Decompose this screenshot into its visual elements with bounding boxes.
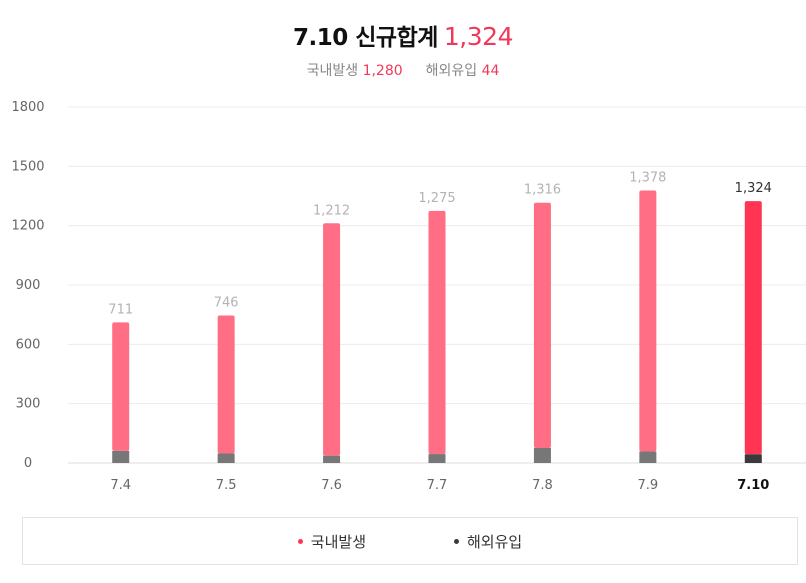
domestic-label: 국내발생 bbox=[306, 63, 359, 79]
x-tick-label: 7.4 bbox=[110, 478, 131, 493]
y-tick-label: 1200 bbox=[11, 219, 44, 234]
chart-subtitle: 국내발생 1,280 해외유입 44 bbox=[0, 60, 806, 80]
x-tick-label: 7.9 bbox=[638, 478, 659, 493]
chart-header: 7.10 신규합계 1,324 국내발생 1,280 해외유입 44 bbox=[0, 18, 806, 80]
data-label: 1,324 bbox=[735, 181, 772, 196]
bar-domestic bbox=[323, 223, 341, 456]
x-tick-label: 7.8 bbox=[532, 478, 553, 493]
bar-overseas bbox=[428, 454, 446, 463]
bar-domestic bbox=[112, 322, 130, 451]
legend-dot-overseas bbox=[454, 538, 459, 544]
y-tick-label: 0 bbox=[24, 456, 32, 471]
x-tick-label: 7.6 bbox=[321, 478, 342, 493]
bar-domestic bbox=[744, 201, 762, 455]
legend-item-domestic[interactable]: 국내발생 bbox=[297, 531, 366, 552]
y-tick-label: 300 bbox=[16, 397, 41, 412]
bar-domestic bbox=[639, 190, 657, 452]
legend-dot-domestic bbox=[297, 538, 303, 544]
y-tick-label: 600 bbox=[16, 337, 41, 352]
data-label: 1,275 bbox=[418, 191, 455, 206]
chart-title: 7.10 신규합계 1,324 bbox=[0, 18, 806, 52]
x-tick-label: 7.5 bbox=[216, 478, 237, 493]
domestic-value: 1,280 bbox=[362, 63, 403, 79]
bar-overseas bbox=[323, 455, 341, 463]
data-label: 746 bbox=[214, 295, 239, 310]
bar-domestic bbox=[217, 315, 235, 454]
y-tick-label: 1500 bbox=[11, 159, 44, 174]
title-date-label: 7.10 신규합계 bbox=[293, 25, 438, 51]
bar-chart: 0 300 600 900 1200 1500 1800 711 7.4 746 7.5 1,212 7… bbox=[11, 100, 806, 493]
legend-item-overseas[interactable]: 해외유입 bbox=[454, 531, 522, 552]
title-total-value: 1,324 bbox=[443, 22, 514, 51]
legend-label-overseas: 해외유입 bbox=[467, 532, 523, 551]
bar-overseas bbox=[639, 451, 657, 463]
legend-label-domestic: 국내발생 bbox=[310, 532, 366, 551]
bar-domestic bbox=[533, 202, 551, 448]
data-label: 711 bbox=[108, 302, 133, 317]
overseas-label: 해외유입 bbox=[425, 63, 478, 79]
bar-overseas bbox=[533, 447, 551, 463]
data-label: 1,212 bbox=[313, 203, 350, 218]
chart-legend: 국내발생 해외유입 bbox=[22, 517, 798, 565]
x-tick-label: 7.10 bbox=[737, 478, 769, 493]
x-tick-label: 7.7 bbox=[427, 478, 448, 493]
y-tick-label: 1800 bbox=[11, 100, 44, 115]
bar-domestic bbox=[428, 210, 446, 455]
overseas-value: 44 bbox=[481, 63, 500, 79]
data-label: 1,316 bbox=[524, 183, 561, 198]
bar-overseas bbox=[217, 453, 235, 463]
bar-overseas bbox=[112, 450, 130, 463]
data-label: 1,378 bbox=[629, 170, 666, 185]
y-tick-label: 900 bbox=[16, 278, 41, 293]
bar-overseas bbox=[744, 454, 762, 463]
